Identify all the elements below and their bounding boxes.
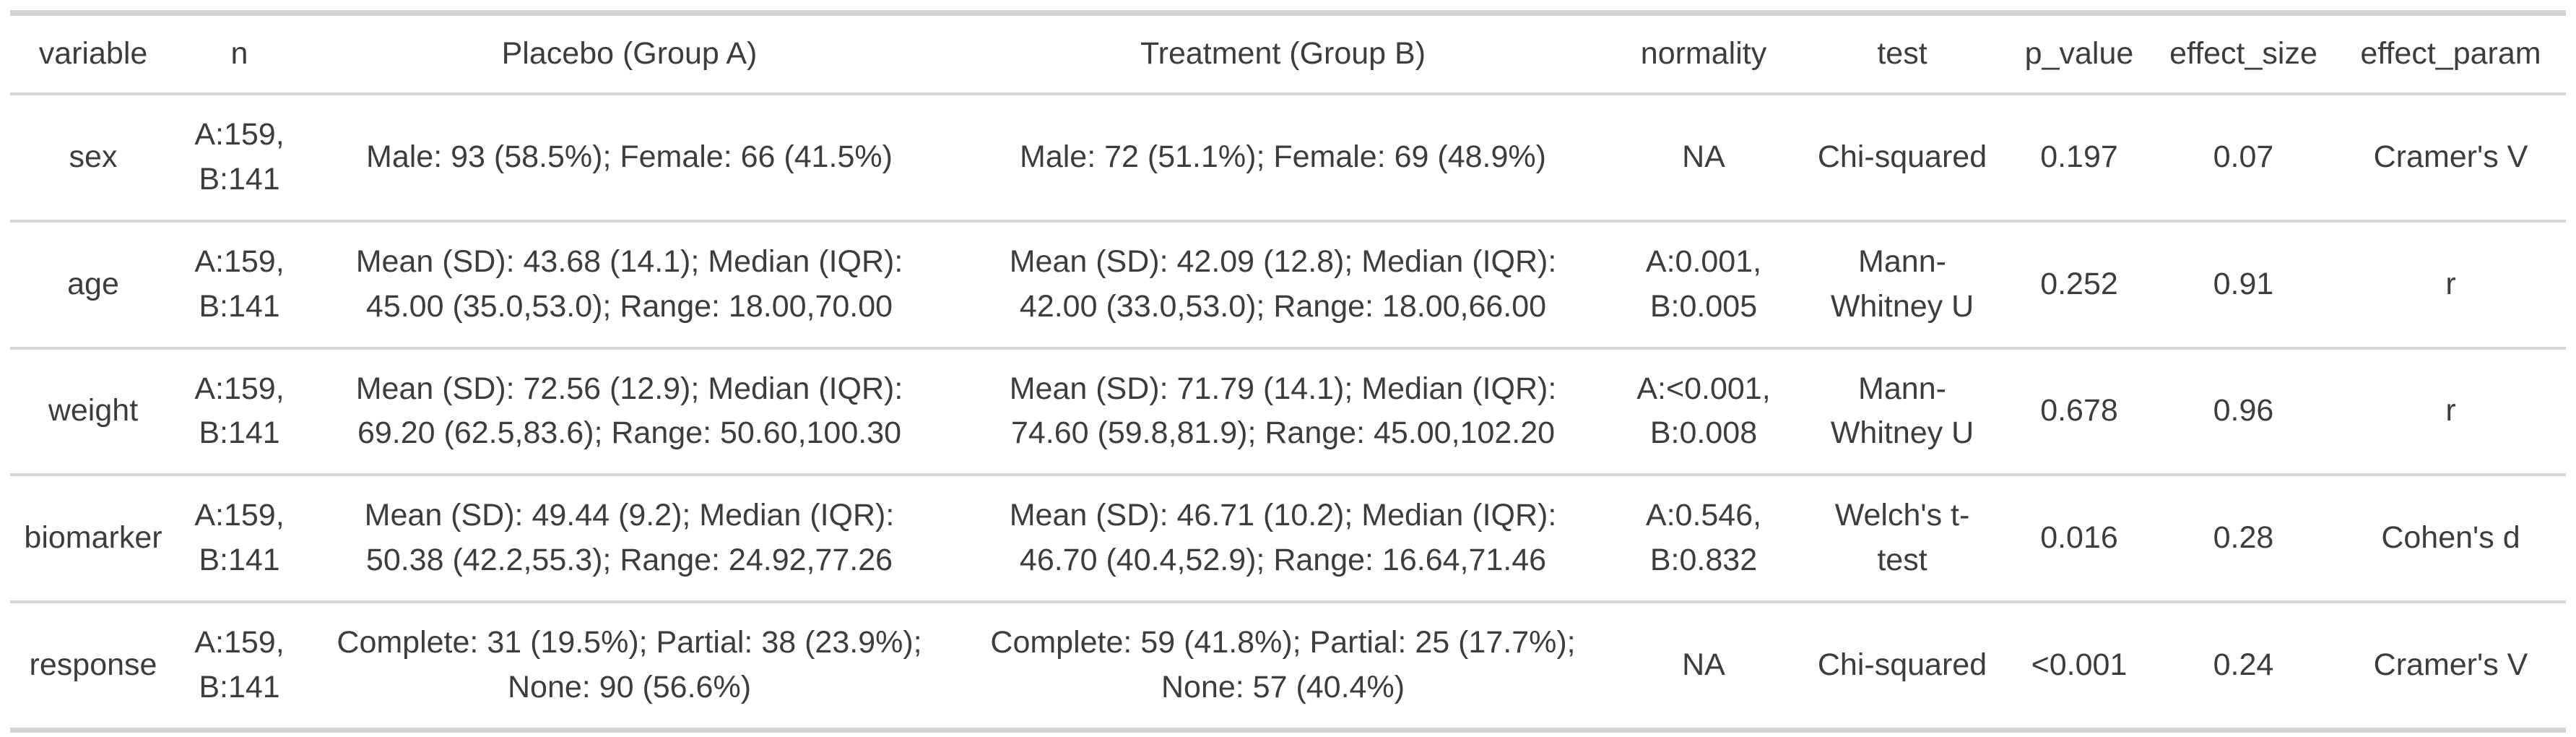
cell-placebo: Mean (SD): 43.68 (14.1); Median (IQR): 4…	[303, 220, 956, 350]
table-row: biomarker A:159, B:141 Mean (SD): 49.44 …	[10, 475, 2566, 604]
cell-effect-param: r	[2336, 348, 2566, 477]
cell-p-value: <0.001	[2007, 602, 2151, 733]
cell-normality: A:0.001, B:0.005	[1610, 220, 1797, 350]
cell-treatment: Mean (SD): 71.79 (14.1); Median (IQR): 7…	[956, 348, 1610, 477]
cell-effect-param: r	[2336, 220, 2566, 350]
cell-variable: age	[10, 220, 176, 350]
cell-n: A:159, B:141	[176, 475, 303, 604]
cell-p-value: 0.197	[2007, 93, 2151, 223]
cell-effect-size: 0.91	[2151, 220, 2336, 350]
cell-variable: sex	[10, 93, 176, 223]
cell-treatment: Complete: 59 (41.8%); Partial: 25 (17.7%…	[956, 602, 1610, 733]
cell-normality: A:0.546, B:0.832	[1610, 475, 1797, 604]
cell-treatment: Mean (SD): 46.71 (10.2); Median (IQR): 4…	[956, 475, 1610, 604]
table-row: age A:159, B:141 Mean (SD): 43.68 (14.1)…	[10, 220, 2566, 350]
cell-treatment: Male: 72 (51.1%); Female: 69 (48.9%)	[956, 93, 1610, 223]
cell-p-value: 0.016	[2007, 475, 2151, 604]
column-header-effect-size: effect_size	[2151, 13, 2336, 95]
cell-variable: weight	[10, 348, 176, 477]
cell-effect-size: 0.96	[2151, 348, 2336, 477]
cell-n: A:159, B:141	[176, 602, 303, 733]
cell-effect-size: 0.28	[2151, 475, 2336, 604]
cell-effect-param: Cohen's d	[2336, 475, 2566, 604]
cell-test: Welch's t- test	[1797, 475, 2007, 604]
table-row: sex A:159, B:141 Male: 93 (58.5%); Femal…	[10, 93, 2566, 223]
statistical-results-table: variable n Placebo (Group A) Treatment (…	[10, 10, 2566, 733]
column-header-normality: normality	[1610, 13, 1797, 95]
column-header-treatment: Treatment (Group B)	[956, 13, 1610, 95]
column-header-variable: variable	[10, 13, 176, 95]
cell-n: A:159, B:141	[176, 93, 303, 223]
table-row: weight A:159, B:141 Mean (SD): 72.56 (12…	[10, 348, 2566, 477]
column-header-placebo: Placebo (Group A)	[303, 13, 956, 95]
cell-test: Mann- Whitney U	[1797, 220, 2007, 350]
cell-effect-size: 0.24	[2151, 602, 2336, 733]
column-header-test: test	[1797, 13, 2007, 95]
cell-placebo: Mean (SD): 49.44 (9.2); Median (IQR): 50…	[303, 475, 956, 604]
cell-effect-param: Cramer's V	[2336, 602, 2566, 733]
cell-test: Chi-squared	[1797, 93, 2007, 223]
cell-normality: NA	[1610, 93, 1797, 223]
cell-test: Mann- Whitney U	[1797, 348, 2007, 477]
cell-normality: NA	[1610, 602, 1797, 733]
cell-placebo: Complete: 31 (19.5%); Partial: 38 (23.9%…	[303, 602, 956, 733]
table-row: response A:159, B:141 Complete: 31 (19.5…	[10, 602, 2566, 733]
cell-n: A:159, B:141	[176, 220, 303, 350]
column-header-effect-param: effect_param	[2336, 13, 2566, 95]
cell-test: Chi-squared	[1797, 602, 2007, 733]
cell-effect-param: Cramer's V	[2336, 93, 2566, 223]
column-header-p-value: p_value	[2007, 13, 2151, 95]
cell-n: A:159, B:141	[176, 348, 303, 477]
cell-p-value: 0.678	[2007, 348, 2151, 477]
table-header-row: variable n Placebo (Group A) Treatment (…	[10, 13, 2566, 95]
cell-placebo: Mean (SD): 72.56 (12.9); Median (IQR): 6…	[303, 348, 956, 477]
cell-treatment: Mean (SD): 42.09 (12.8); Median (IQR): 4…	[956, 220, 1610, 350]
cell-variable: response	[10, 602, 176, 733]
cell-p-value: 0.252	[2007, 220, 2151, 350]
column-header-n: n	[176, 13, 303, 95]
cell-effect-size: 0.07	[2151, 93, 2336, 223]
cell-placebo: Male: 93 (58.5%); Female: 66 (41.5%)	[303, 93, 956, 223]
cell-normality: A:<0.001, B:0.008	[1610, 348, 1797, 477]
cell-variable: biomarker	[10, 475, 176, 604]
